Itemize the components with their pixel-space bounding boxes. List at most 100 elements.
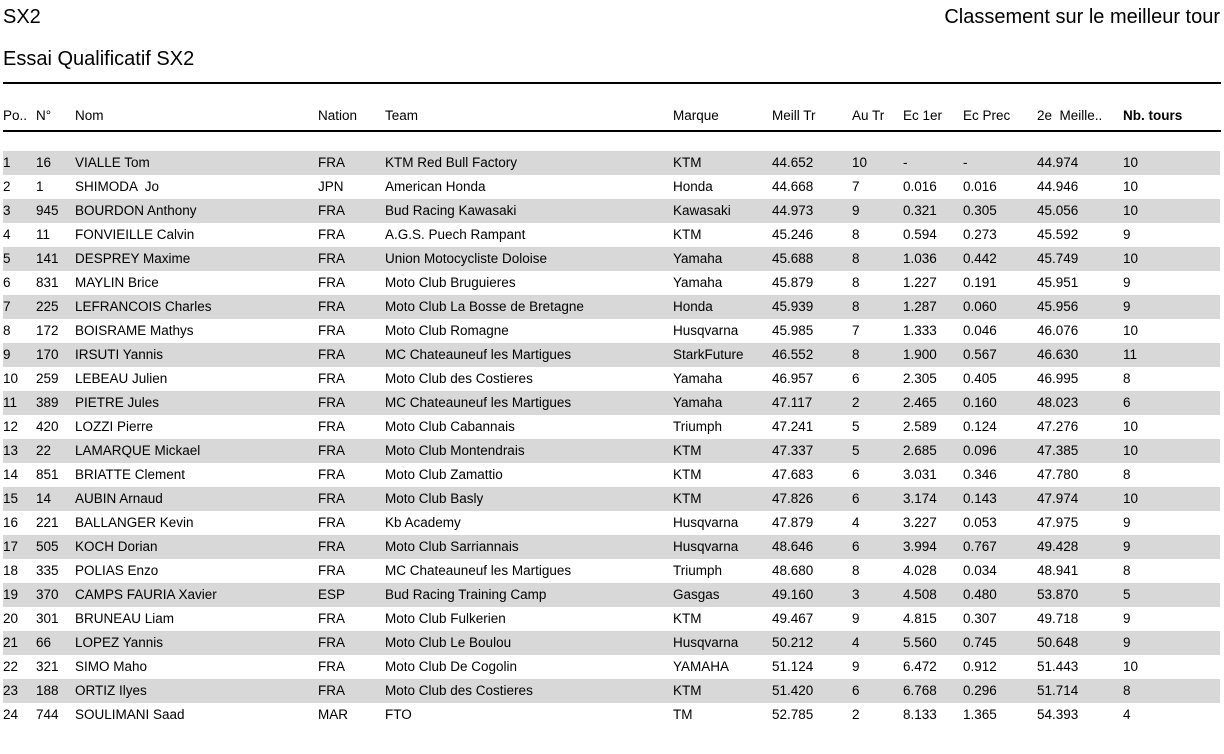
cell-nb_tours: 10 (1123, 251, 1139, 266)
cell-num: 16 (36, 155, 52, 170)
cell-nb_tours: 9 (1123, 275, 1131, 290)
table-row: 3 945 BOURDON Anthony FRA Bud Racing Kawasak… (3, 199, 1220, 223)
cell-pos: 5 (3, 251, 11, 266)
cell-nb_tours: 8 (1123, 467, 1131, 482)
column-header-marque: Marque (673, 108, 719, 123)
cell-au_tr: 8 (852, 227, 860, 242)
table-row: 21 66 LOPEZ Yannis FRA Moto Club Le Boulou Hu… (3, 631, 1220, 655)
cell-meilleur_2e: 44.974 (1037, 155, 1079, 170)
column-header-num: N° (36, 108, 52, 123)
cell-ec_prec: 0.034 (963, 563, 997, 578)
cell-name: SOULIMANI Saad (75, 707, 185, 722)
cell-pos: 21 (3, 635, 19, 650)
table-row: 8 172 BOISRAME Mathys FRA Moto Club Romagne H… (3, 319, 1220, 343)
cell-au_tr: 4 (852, 515, 860, 530)
cell-num: 945 (36, 203, 59, 218)
cell-nation: FRA (318, 611, 345, 626)
cell-name: IRSUTI Yannis (75, 347, 164, 362)
cell-nation: FRA (318, 227, 345, 242)
cell-nation: FRA (318, 635, 345, 650)
cell-nation: FRA (318, 683, 345, 698)
cell-pos: 8 (3, 323, 11, 338)
cell-num: 225 (36, 299, 59, 314)
column-header-ec_1er: Ec 1er (903, 108, 943, 123)
cell-meill_tr: 49.467 (772, 611, 814, 626)
cell-ec_1er: 5.560 (903, 635, 937, 650)
cell-au_tr: 9 (852, 203, 860, 218)
cell-marque: Husqvarna (673, 515, 739, 530)
cell-nation: FRA (318, 155, 345, 170)
cell-pos: 17 (3, 539, 19, 554)
cell-name: SHIMODA Jo (75, 179, 160, 194)
cell-team: Moto Club Montendrais (385, 443, 525, 458)
cell-num: 1 (36, 179, 44, 194)
cell-marque: Honda (673, 179, 713, 194)
cell-meill_tr: 50.212 (772, 635, 814, 650)
cell-team: Moto Club Zamattio (385, 467, 503, 482)
cell-nb_tours: 9 (1123, 299, 1131, 314)
cell-meill_tr: 46.957 (772, 371, 814, 386)
cell-ec_1er: 1.900 (903, 347, 937, 362)
cell-meilleur_2e: 46.995 (1037, 371, 1079, 386)
cell-marque: Husqvarna (673, 539, 739, 554)
cell-pos: 20 (3, 611, 19, 626)
cell-nb_tours: 10 (1123, 443, 1139, 458)
cell-team: FTO (385, 707, 412, 722)
cell-meill_tr: 47.879 (772, 515, 814, 530)
cell-meill_tr: 47.826 (772, 491, 814, 506)
cell-name: LEFRANCOIS Charles (75, 299, 212, 314)
cell-pos: 24 (3, 707, 19, 722)
cell-meilleur_2e: 49.428 (1037, 539, 1079, 554)
cell-pos: 3 (3, 203, 11, 218)
cell-num: 221 (36, 515, 59, 530)
cell-team: Moto Club Bruguieres (385, 275, 516, 290)
cell-nation: FRA (318, 563, 345, 578)
cell-meill_tr: 51.420 (772, 683, 814, 698)
cell-num: 831 (36, 275, 59, 290)
cell-meill_tr: 49.160 (772, 587, 814, 602)
cell-team: American Honda (385, 179, 486, 194)
cell-au_tr: 2 (852, 395, 860, 410)
cell-nation: FRA (318, 443, 345, 458)
cell-nation: FRA (318, 323, 345, 338)
cell-marque: Yamaha (673, 395, 723, 410)
cell-au_tr: 5 (852, 443, 860, 458)
cell-num: 141 (36, 251, 59, 266)
cell-ec_prec: 1.365 (963, 707, 997, 722)
cell-ec_1er: 1.036 (903, 251, 937, 266)
cell-au_tr: 9 (852, 611, 860, 626)
cell-meill_tr: 44.668 (772, 179, 814, 194)
cell-pos: 18 (3, 563, 19, 578)
cell-meill_tr: 47.337 (772, 443, 814, 458)
table-header-divider (3, 130, 1221, 132)
column-header-team: Team (385, 108, 419, 123)
table-row: 16 221 BALLANGER Kevin FRA Kb Academy Husqvar… (3, 511, 1220, 535)
cell-ec_1er: 4.028 (903, 563, 937, 578)
cell-meill_tr: 45.879 (772, 275, 814, 290)
cell-ec_1er: 2.589 (903, 419, 937, 434)
cell-ec_prec: 0.296 (963, 683, 997, 698)
cell-ec_prec: 0.273 (963, 227, 997, 242)
cell-ec_1er: 2.305 (903, 371, 937, 386)
cell-pos: 16 (3, 515, 19, 530)
cell-ec_prec: 0.053 (963, 515, 997, 530)
column-header-meilleur_2e: 2e Meille.. (1037, 108, 1103, 123)
cell-ec_prec: 0.016 (963, 179, 997, 194)
cell-nb_tours: 4 (1123, 707, 1131, 722)
cell-marque: KTM (673, 491, 702, 506)
cell-name: BOURDON Anthony (75, 203, 197, 218)
cell-au_tr: 4 (852, 635, 860, 650)
cell-ec_1er: 3.994 (903, 539, 937, 554)
cell-team: KTM Red Bull Factory (385, 155, 518, 170)
table-row: 10 259 LEBEAU Julien FRA Moto Club des Costi… (3, 367, 1220, 391)
cell-nb_tours: 10 (1123, 203, 1139, 218)
cell-nb_tours: 10 (1123, 323, 1139, 338)
cell-name: BRUNEAU Liam (75, 611, 175, 626)
cell-nb_tours: 10 (1123, 155, 1139, 170)
cell-ec_prec: 0.060 (963, 299, 997, 314)
cell-meill_tr: 51.124 (772, 659, 814, 674)
cell-nation: FRA (318, 419, 345, 434)
cell-num: 14 (36, 491, 52, 506)
cell-marque: KTM (673, 227, 702, 242)
cell-ec_1er: 3.174 (903, 491, 937, 506)
